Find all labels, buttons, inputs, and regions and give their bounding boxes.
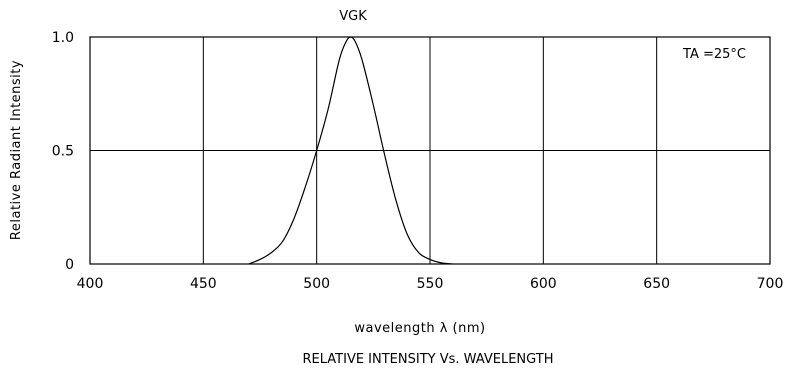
x-tick-label: 650 (643, 276, 670, 292)
y-tick-labels: 0 0.5 1.0 (52, 30, 74, 273)
x-tick-label: 450 (190, 276, 217, 292)
y-tick-label: 0.5 (52, 144, 74, 160)
y-tick-label: 1.0 (52, 30, 74, 46)
chart-title: VGK (339, 9, 367, 24)
x-axis-label: wavelength λ (nm) (354, 321, 485, 336)
x-tick-label: 600 (530, 276, 557, 292)
grid-lines (89, 36, 771, 265)
x-tick-label: 400 (77, 276, 104, 292)
temperature-annotation: TA =25°C (682, 47, 746, 62)
y-axis-label: Relative Radiant Intensity (9, 60, 24, 240)
x-tick-labels: 400 450 500 550 600 650 700 (77, 276, 784, 292)
chart-subtitle: RELATIVE INTENSITY Vs. WAVELENGTH (303, 352, 554, 367)
x-tick-label: 500 (303, 276, 330, 292)
plot-frame (89, 36, 771, 265)
y-tick-label: 0 (65, 257, 74, 273)
x-tick-label: 700 (757, 276, 784, 292)
x-tick-label: 550 (417, 276, 444, 292)
intensity-curve (248, 36, 453, 265)
